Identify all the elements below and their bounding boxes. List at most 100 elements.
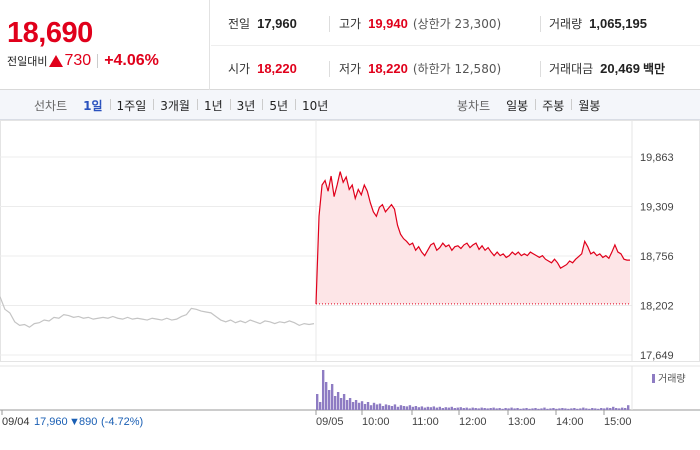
volume-bar <box>498 408 501 410</box>
tab-5y[interactable]: 5년 <box>262 97 295 114</box>
series-area-today <box>316 171 630 304</box>
volume-bar <box>396 406 400 410</box>
change-label: 전일대비 <box>7 55 48 68</box>
volume-bar <box>579 408 582 410</box>
volume-bar <box>546 408 549 410</box>
volume-bar <box>432 406 436 410</box>
volume-bar <box>585 408 588 410</box>
volume-bar <box>327 390 331 410</box>
price-chart: 19,863 19,309 18,756 18,202 17,649 거래량 09/05… <box>0 120 700 428</box>
x-tick-label: 11:00 <box>412 416 439 428</box>
volume-bar <box>555 408 558 410</box>
tab-1w[interactable]: 1주일 <box>109 97 154 114</box>
volume-bar <box>330 384 334 410</box>
volume-bar <box>516 408 519 410</box>
volume-bar <box>501 408 504 410</box>
volume-bar <box>435 407 439 410</box>
series-today <box>315 171 630 305</box>
stat-unit: 백만 <box>642 62 666 76</box>
stat-turnover: 거래대금 20,469 백만 <box>549 60 665 77</box>
volume-bar <box>483 408 486 410</box>
tab-1y[interactable]: 1년 <box>196 97 230 114</box>
tab-monthly[interactable]: 월봉 <box>571 97 607 114</box>
volume-bar <box>360 401 364 410</box>
volume-bar <box>525 408 528 410</box>
volume-bar <box>351 402 355 410</box>
stat-low: 저가 18,220 (하한가 12,580) <box>339 60 501 77</box>
lower-limit-note: (하한가 12,580) <box>412 62 502 76</box>
volume-bar <box>618 408 621 410</box>
volume-bar <box>603 408 606 410</box>
y-tick-label: 18,756 <box>640 251 674 263</box>
tab-1d[interactable]: 1일 <box>83 98 103 113</box>
volume-bar <box>534 408 537 410</box>
volume-bar <box>336 392 340 410</box>
chart-tab-bar: 선차트 1일 1주일 3개월 1년 3년 5년 10년 봉차트 일봉 주봉 월봉 <box>0 90 700 120</box>
footer-rate: (-4.72%) <box>101 416 143 428</box>
volume-bar <box>417 407 421 410</box>
volume-bar <box>402 406 406 410</box>
volume-legend-label: 거래량 <box>658 373 686 385</box>
stat-volume: 거래량 1,065,195 <box>549 15 647 32</box>
volume-bar <box>558 408 561 410</box>
stat-prev-close: 전일 17,960 <box>228 15 297 32</box>
volume-bar <box>366 402 370 410</box>
volume-bars <box>0 365 700 411</box>
change-rate: +4.06% <box>104 52 159 69</box>
change-row: 전일대비 730 +4.06% <box>7 52 159 70</box>
volume-bar <box>321 370 325 410</box>
tab-10y[interactable]: 10년 <box>295 97 335 114</box>
current-price: 18,690 <box>7 17 93 49</box>
volume-bar <box>624 408 627 410</box>
volume-bar <box>612 406 615 410</box>
series-line-today <box>315 171 630 304</box>
candle-chart-tabs: 봉차트 일봉 주봉 월봉 <box>457 90 607 120</box>
volume-bar <box>540 408 543 410</box>
stat-divider <box>540 16 541 32</box>
volume-bar <box>447 407 450 410</box>
stat-value: 19,940 <box>368 16 408 31</box>
line-chart-title: 선차트 <box>34 98 68 113</box>
volume-bar <box>573 408 576 410</box>
upper-limit-note: (상한가 23,300) <box>412 17 502 31</box>
volume-bar <box>486 408 489 410</box>
y-tick-label: 17,649 <box>640 350 674 362</box>
volume-bar <box>345 400 349 410</box>
volume-legend-swatch <box>652 374 655 383</box>
volume-bar <box>528 408 531 410</box>
volume-bar <box>375 404 379 410</box>
stat-label: 저가 <box>339 62 362 76</box>
volume-bar <box>552 408 555 410</box>
stat-label: 거래대금 <box>549 62 594 76</box>
stat-divider <box>329 61 330 77</box>
volume-bar <box>420 406 424 410</box>
volume-bar <box>450 406 453 410</box>
stat-high: 고가 19,940 (상한가 23,300) <box>339 15 501 32</box>
volume-bar <box>594 408 597 410</box>
volume-bar <box>459 407 462 410</box>
volume-bar <box>390 406 394 410</box>
volume-bar <box>615 408 618 410</box>
stat-value: 20,469 <box>600 61 640 76</box>
tab-3y[interactable]: 3년 <box>229 97 263 114</box>
tab-daily[interactable]: 일봉 <box>506 98 529 113</box>
volume-bar <box>582 407 585 410</box>
volume-bar <box>453 408 456 410</box>
volume-bar <box>477 408 480 410</box>
volume-bar <box>429 407 433 410</box>
volume-bar <box>606 407 609 410</box>
volume-bar <box>414 406 418 410</box>
footer-change: 890 <box>79 416 97 428</box>
volume-bar <box>381 406 385 410</box>
volume-bar <box>591 408 594 410</box>
footer-date: 09/04 <box>2 416 30 428</box>
volume-bar <box>363 404 367 410</box>
volume-bar <box>507 408 510 410</box>
tab-weekly[interactable]: 주봉 <box>535 97 571 114</box>
volume-bar <box>549 408 552 410</box>
tab-3m[interactable]: 3개월 <box>153 97 197 114</box>
volume-bar <box>600 408 603 410</box>
volume-bar <box>474 408 477 410</box>
volume-bar <box>504 408 507 410</box>
footer-price: 17,960 <box>34 416 68 428</box>
